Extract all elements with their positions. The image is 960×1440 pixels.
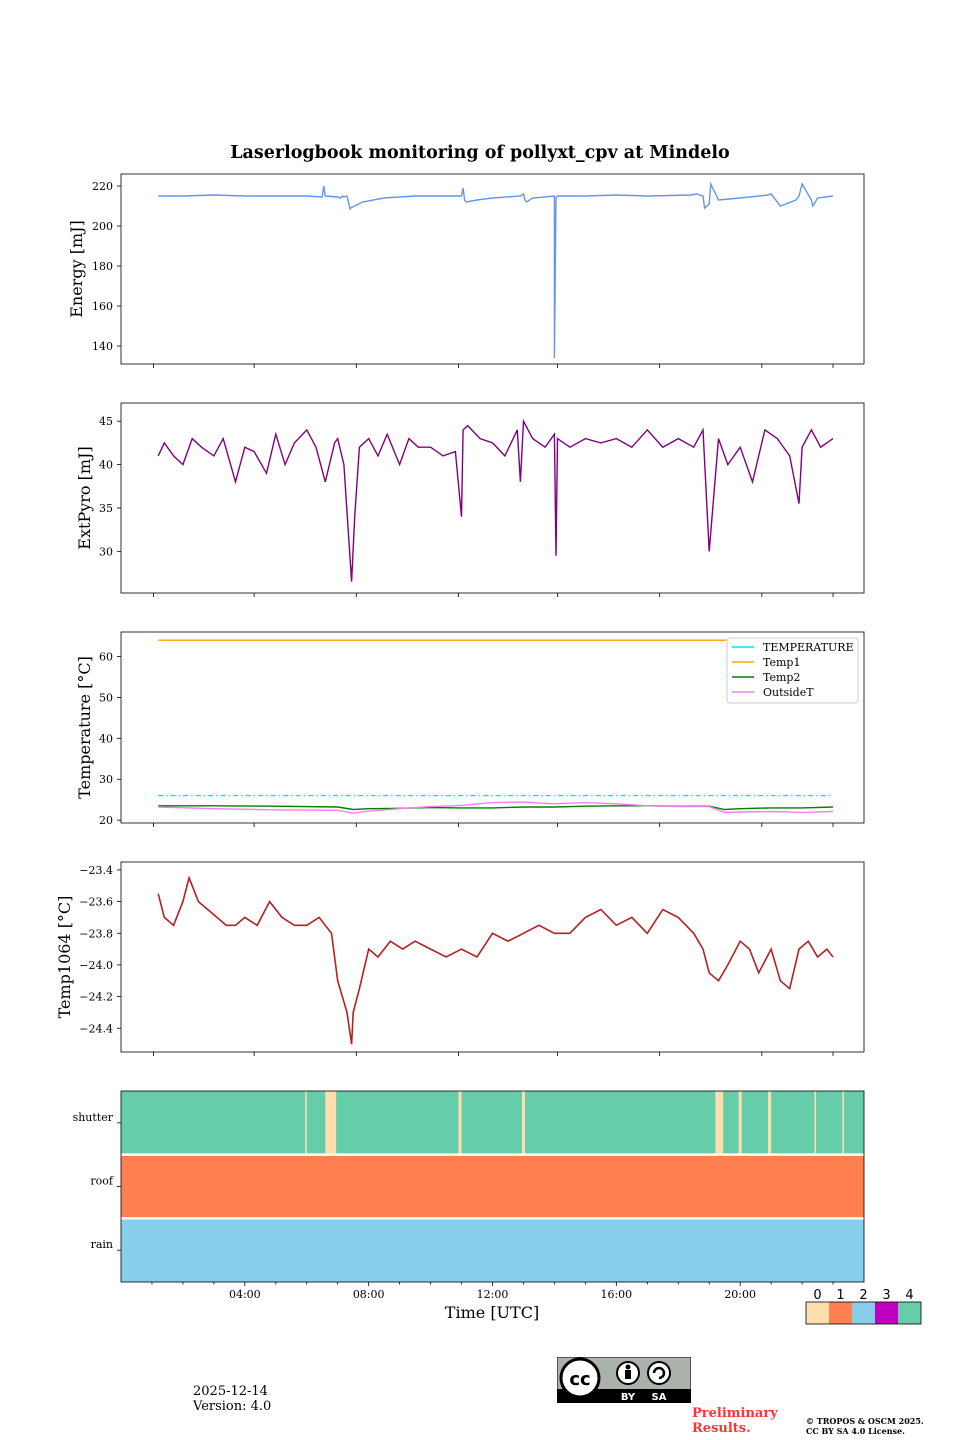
- x-tick-label: 20:00: [724, 1288, 756, 1301]
- status-row-rain: [121, 1218, 864, 1282]
- y-axis-label: Temperature [°C]: [75, 656, 94, 799]
- shutter-closed-segment: [521, 1091, 526, 1154]
- series-temp1064: [157, 875, 834, 1045]
- series-outsidet: [158, 801, 834, 814]
- colorbar-swatch: [852, 1302, 875, 1324]
- y-tick-label: −24.0: [79, 959, 113, 972]
- cc-license-badge: cc BY SA: [557, 1357, 691, 1403]
- status-row-label: roof: [90, 1175, 114, 1188]
- shutter-closed-segment: [325, 1091, 337, 1154]
- shutter-closed-segment: [842, 1091, 844, 1154]
- panel-5-status: shutter roof rain 04:00 08:00 12:00 16:00 20:00: [73, 1090, 865, 1301]
- cc-icon: [559, 1357, 601, 1399]
- y-tick-label: 30: [99, 773, 113, 786]
- y-axis-label: ExtPyro [mJ]: [75, 446, 94, 549]
- colorbar-swatch: [829, 1302, 852, 1324]
- x-axis-label: Time [UTC]: [445, 1303, 539, 1322]
- footer-version: Version: 4.0: [193, 1399, 272, 1414]
- y-tick-label: 45: [99, 415, 113, 428]
- x-tick-label: 12:00: [477, 1288, 509, 1301]
- y-axis-label: Energy [mJ]: [67, 220, 86, 318]
- axes-frame: [120, 173, 865, 365]
- status-row-roof: [121, 1154, 864, 1219]
- x-tick-label: 16:00: [600, 1288, 632, 1301]
- y-tick-label: 40: [99, 459, 113, 472]
- axes-frame: [120, 402, 865, 594]
- panel-4: −23.4 −23.6 −23.8 −24.0 −24.2 −24.4 Temp1064 […: [55, 861, 865, 1056]
- chart-title: Laserlogbook monitoring of pollyxt_cpv a…: [230, 143, 729, 163]
- shutter-closed-segment: [768, 1091, 772, 1154]
- colorbar-tick-label: 1: [836, 1288, 844, 1303]
- preliminary-note: Preliminary Results.: [692, 1406, 778, 1436]
- panel-2: 30 35 40 45 ExtPyro [mJ]: [75, 402, 865, 597]
- colorbar-swatch: [898, 1302, 921, 1324]
- y-tick-label: 35: [99, 502, 113, 515]
- y-tick-label: 200: [92, 220, 113, 233]
- colorbar-tick-label: 0: [813, 1288, 821, 1303]
- axes-frame: [120, 861, 865, 1053]
- copyright-note: © TROPOS & OSCM 2025. CC BY SA 4.0 Licen…: [806, 1416, 924, 1436]
- preliminary-line-1: Preliminary: [692, 1406, 778, 1421]
- y-tick-label: 30: [99, 545, 113, 558]
- shutter-closed-segment: [715, 1091, 724, 1154]
- y-tick-label: −24.4: [79, 1022, 113, 1035]
- legend-entry: OutsideT: [763, 686, 814, 699]
- panel-1: 140 160 180 200 220 Energy [mJ]: [67, 173, 865, 368]
- legend-entry: Temp1: [763, 656, 800, 669]
- panel-3: 20 30 40 50 60 Temperature [°C] TEMPERATURE Tem…: [75, 631, 865, 827]
- status-row-label: rain: [91, 1238, 113, 1251]
- y-tick-label: 50: [99, 691, 113, 704]
- series-extpyro: [157, 418, 834, 582]
- colorbar-tick-label: 3: [882, 1288, 890, 1303]
- legend: TEMPERATURE Temp1 Temp2 OutsideT: [726, 637, 859, 704]
- colorbar-swatch: [806, 1302, 829, 1324]
- x-tick-label: 08:00: [353, 1288, 385, 1301]
- y-tick-label: 140: [92, 340, 113, 353]
- series-energy: [158, 181, 834, 359]
- status-row-label: shutter: [73, 1111, 114, 1124]
- y-tick-label: −23.4: [79, 864, 113, 877]
- colorbar-tick-label: 4: [905, 1288, 913, 1303]
- y-tick-label: 220: [92, 180, 113, 193]
- cc-sa-label: SA: [652, 1392, 667, 1403]
- y-tick-label: −24.2: [79, 991, 113, 1004]
- shutter-closed-segment: [738, 1091, 742, 1154]
- y-tick-label: 180: [92, 260, 113, 273]
- share-alike-icon: [647, 1361, 671, 1385]
- y-tick-label: 60: [99, 651, 113, 664]
- legend-entry: TEMPERATURE: [763, 641, 854, 654]
- preliminary-line-2: Results.: [692, 1421, 751, 1436]
- copyright-line-2: CC BY SA 4.0 License.: [806, 1426, 905, 1436]
- y-tick-label: 160: [92, 300, 113, 313]
- y-axis-label: Temp1064 [°C]: [55, 896, 74, 1019]
- y-tick-label: 40: [99, 732, 113, 745]
- series-temp2: [158, 805, 834, 811]
- shutter-closed-segment: [814, 1091, 817, 1154]
- footer-info: 2025-12-14 Version: 4.0: [193, 1384, 271, 1414]
- colorbar-swatch: [875, 1302, 898, 1324]
- svg-text:cc: cc: [569, 1369, 590, 1390]
- y-tick-label: 20: [99, 814, 113, 827]
- y-tick-label: −23.8: [79, 927, 113, 940]
- legend-entry: Temp2: [763, 671, 800, 684]
- shutter-closed-segment: [458, 1091, 462, 1154]
- y-tick-label: −23.6: [79, 896, 113, 909]
- footer-date: 2025-12-14: [193, 1384, 268, 1399]
- colorbar-tick-label: 2: [859, 1288, 867, 1303]
- cc-by-label: BY: [621, 1392, 636, 1403]
- x-tick-label: 04:00: [229, 1288, 261, 1301]
- shutter-closed-segment: [305, 1091, 307, 1154]
- status-row-shutter: [121, 1091, 864, 1155]
- copyright-line-1: © TROPOS & OSCM 2025.: [806, 1416, 924, 1426]
